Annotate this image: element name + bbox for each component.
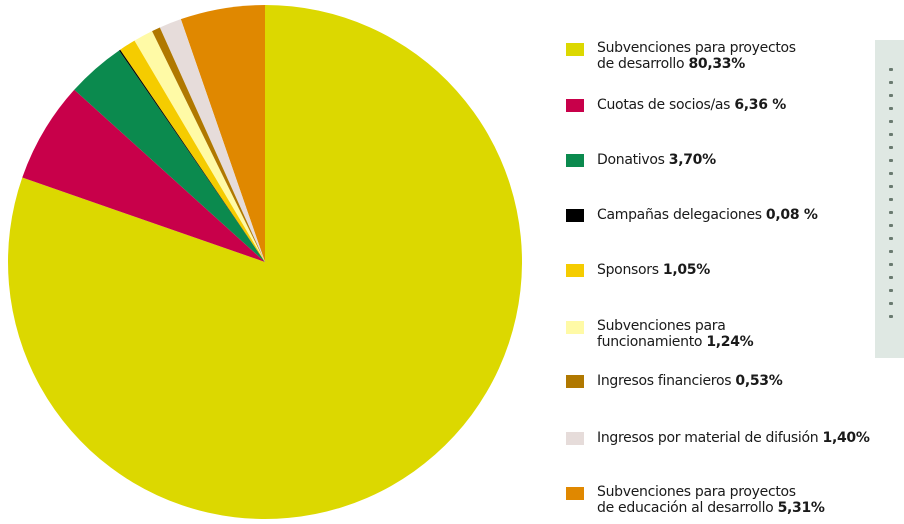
legend-swatch [566, 209, 584, 222]
legend-label-line: Ingresos por material de difusión 1,40% [597, 430, 904, 446]
legend-label-line: Campañas delegaciones 0,08 % [597, 207, 904, 223]
pie-slice-2 [74, 50, 265, 263]
side-note-text-fragments [889, 68, 895, 328]
legend-percentage: 1,05% [662, 262, 710, 278]
legend-label: Ingresos por material de difusión 1,40% [597, 430, 904, 446]
legend-label-text: de desarrollo [597, 56, 685, 72]
legend-label: Cuotas de socios/as 6,36 % [597, 97, 904, 113]
pie-slice-6 [152, 27, 265, 262]
legend-swatch [566, 264, 584, 277]
legend-label-line: Cuotas de socios/as 6,36 % [597, 97, 904, 113]
legend-label-text: de educación al desarrollo [597, 500, 774, 516]
legend-label-text: Donativos [597, 152, 665, 168]
legend-percentage: 6,36 % [734, 97, 786, 113]
legend-label-line: Subvenciones para proyectos [597, 484, 904, 500]
legend-label-text: Sponsors [597, 262, 659, 278]
pie-slice-7 [159, 19, 265, 262]
legend-swatch [566, 375, 584, 388]
legend-swatch [566, 321, 584, 334]
legend-label-line: de desarrollo 80,33% [597, 56, 904, 72]
legend-label-line: Ingresos financieros 0,53% [597, 373, 904, 389]
legend-label: Sponsors 1,05% [597, 262, 904, 278]
legend-percentage: 5,31% [777, 500, 825, 516]
pie-slice-3 [119, 49, 266, 262]
legend-percentage: 80,33% [688, 56, 745, 72]
legend-swatch [566, 487, 584, 500]
legend-label-text: funcionamiento [597, 334, 703, 350]
legend-label: Donativos 3,70% [597, 152, 904, 168]
legend-swatch [566, 99, 584, 112]
legend-percentage: 3,70% [668, 152, 716, 168]
legend-label: Subvenciones para proyectos de educación … [597, 484, 904, 516]
pie-slice-1 [22, 89, 266, 262]
legend-label-text: Cuotas de socios/as [597, 97, 731, 113]
pie-slice-4 [120, 40, 265, 262]
legend-label-line: de educación al desarrollo 5,31% [597, 500, 904, 516]
pie-slice-5 [134, 31, 265, 262]
legend-label-line: Subvenciones para proyectos [597, 40, 904, 56]
side-note-panel [875, 40, 904, 358]
legend-percentage: 0,08 % [765, 207, 818, 223]
legend-label-text: Ingresos financieros [597, 373, 732, 389]
pie-slice-0 [7, 5, 523, 519]
legend-label-text: Campañas delegaciones [597, 207, 762, 223]
legend-label-text: Subvenciones para [597, 318, 726, 334]
legend-label-line: Sponsors 1,05% [597, 262, 904, 278]
legend-label-line: funcionamiento 1,24% [597, 334, 904, 350]
legend-percentage: 0,53% [735, 373, 783, 389]
pie-slice-8 [180, 4, 265, 262]
legend-swatch [566, 154, 584, 167]
legend-swatch [566, 43, 584, 56]
legend-label-line: Donativos 3,70% [597, 152, 904, 168]
legend-swatch [566, 432, 584, 445]
legend-label: Ingresos financieros 0,53% [597, 373, 904, 389]
legend-label: Campañas delegaciones 0,08 % [597, 207, 904, 223]
legend-percentage: 1,40% [822, 430, 870, 446]
legend-label-text: Subvenciones para proyectos [597, 484, 796, 500]
legend-percentage: 1,24% [706, 334, 754, 350]
legend-label: Subvenciones para funcionamiento 1,24% [597, 318, 904, 350]
legend-label-line: Subvenciones para [597, 318, 904, 334]
legend-label-text: Subvenciones para proyectos [597, 40, 796, 56]
legend-label: Subvenciones para proyectos de desarrollo… [597, 40, 904, 72]
legend-label-text: Ingresos por material de difusión [597, 430, 819, 446]
